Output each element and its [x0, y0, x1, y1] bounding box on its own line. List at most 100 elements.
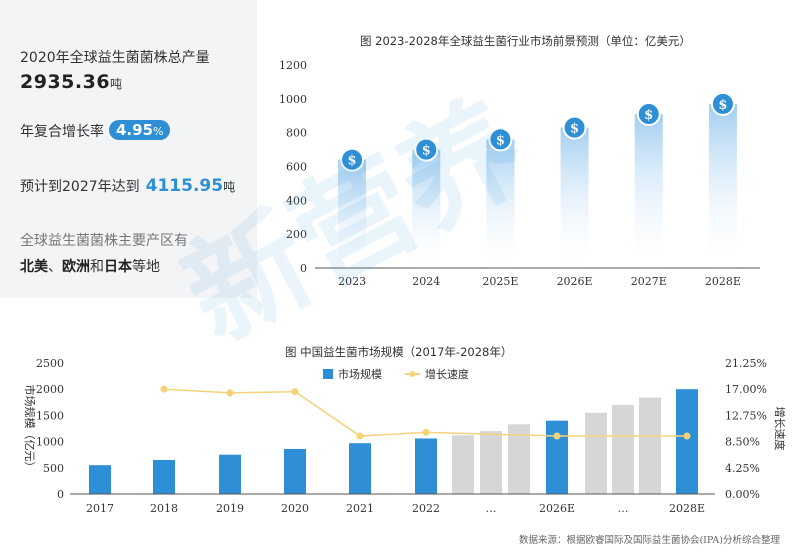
- chart2-ytick-label: 1500: [36, 409, 64, 422]
- chart2-y2tick-label: 4.25%: [725, 462, 760, 475]
- chart1-ytick-label: 600: [286, 161, 307, 174]
- chart1-xtick-label: 2025E: [482, 275, 518, 288]
- chart1-ytick-label: 0: [300, 262, 307, 275]
- dollar-sign-glyph: $: [496, 133, 505, 148]
- chart2-y2tick-label: 21.25%: [725, 357, 767, 370]
- chart2-bar: [153, 459, 175, 494]
- total-output-unit: 吨: [110, 77, 123, 91]
- regions-label: 全球益生菌菌株主要产区有: [20, 233, 188, 249]
- legend-market-size-label: 市场规模: [338, 367, 382, 381]
- chart2-growth-point: [291, 388, 299, 396]
- chart1-title: 图 2023-2028年全球益生菌行业市场前景预测（单位：亿美元）: [360, 34, 691, 48]
- region-and: 和: [90, 259, 104, 275]
- chart1-bar: [560, 127, 589, 268]
- stats-panel: 2020年全球益生菌菌株总产量 2935.36吨 年复合增长率 4.95% 预计到…: [0, 0, 257, 298]
- chart1-xtick-label: 2023: [338, 275, 366, 288]
- chart1-xtick-label: 2024: [412, 275, 440, 288]
- chart2-growth-point: [160, 385, 168, 393]
- chart2-xtick-label: 2018: [150, 502, 178, 515]
- legend-market-size-swatch: [323, 369, 333, 379]
- legend-growth-marker: [409, 371, 416, 377]
- chart1-ytick-label: 200: [286, 228, 307, 241]
- dollar-coin-icon: [562, 115, 587, 140]
- chart2-bar: [349, 443, 371, 494]
- cagr-unit: %: [153, 125, 164, 138]
- data-source: 数据来源：根据欧睿国际及国际益生菌协会(IPA)分析综合整理: [518, 535, 780, 546]
- chart2-ylabel: 市场规模（亿元）: [23, 385, 37, 473]
- chart2-xtick-label: 2017: [86, 502, 114, 515]
- chart2-china-market: 0 500 1000 1500 2000 2500 0.00% 4.25% 8.50% 12.75…: [23, 357, 787, 515]
- forecast-row: 预计到2027年达到 4115.95吨: [20, 176, 235, 196]
- chart2-growth-point: [683, 432, 691, 440]
- cagr-label: 年复合增长率: [20, 124, 104, 140]
- dollar-coin-icon: [710, 91, 735, 116]
- dollar-coin-icon: [636, 102, 661, 127]
- chart2-ytick-label: 2000: [36, 383, 64, 396]
- chart2-xtick-label: 2020: [281, 502, 309, 515]
- region-europe: 欧洲: [62, 259, 90, 275]
- dollar-coin-icon: [340, 147, 365, 172]
- chart2-growth-point: [226, 389, 234, 397]
- chart2-ytick-label: 500: [43, 462, 64, 475]
- chart1-ytick-label: 400: [286, 194, 307, 207]
- dollar-coin-icon: [488, 127, 513, 152]
- chart1-ytick-label: 1000: [279, 93, 307, 106]
- chart1-ytick-label: 800: [286, 127, 307, 140]
- chart1-global-forecast: 0 200 400 600 800 1000 1200 $2023 $2024 $2025E $20…: [279, 59, 760, 288]
- forecast-unit: 吨: [223, 180, 236, 194]
- chart2-xtick-label: 2022: [412, 502, 440, 515]
- cagr-row: 年复合增长率 4.95%: [20, 120, 171, 141]
- dollar-sign-glyph: $: [570, 122, 579, 137]
- chart2-bar: [89, 465, 111, 494]
- total-output-value-row: 2935.36吨: [20, 71, 122, 93]
- dollar-sign-glyph: $: [718, 98, 727, 113]
- chart2-bar-estimated: [452, 435, 474, 494]
- chart2-bar-estimated: [639, 397, 661, 494]
- region-north-america: 北美: [20, 259, 48, 275]
- forecast-label: 预计到2027年达到: [20, 179, 140, 195]
- total-output-value: 2935.36: [20, 71, 111, 93]
- dollar-sign-glyph: $: [422, 144, 431, 159]
- chart1-bar: [486, 139, 515, 268]
- chart2-y2tick-label: 12.75%: [725, 409, 767, 422]
- dollar-sign-glyph: $: [644, 108, 653, 123]
- regions-row: 北美、欧洲和日本等地: [20, 256, 160, 276]
- chart2-growth-point: [356, 432, 364, 440]
- chart2-xtick-label: 2028E: [669, 502, 705, 515]
- chart2-bar-estimated: [480, 431, 502, 494]
- chart2-growth-point: [422, 428, 430, 436]
- chart2-title: 图 中国益生菌市场规模（2017年-2028年）: [285, 345, 513, 359]
- chart1-ytick-label: 1200: [279, 59, 307, 72]
- chart1-bar: [338, 159, 367, 268]
- chart2-xtick-label: 2021: [346, 502, 374, 515]
- cagr-badge: 4.95%: [109, 120, 171, 140]
- total-output-text: 2020年全球益生菌菌株总产量: [20, 50, 210, 66]
- chart1-bar: [708, 103, 737, 269]
- chart1-bar: [412, 149, 441, 268]
- region-etc: 等地: [132, 259, 160, 275]
- chart2-y2label: 增长速度: [773, 407, 787, 451]
- chart2-xtick-label: …: [486, 502, 497, 515]
- chart2-growth-point: [553, 432, 561, 440]
- region-japan: 日本: [104, 259, 132, 275]
- chart2-xtick-label: 2019: [216, 502, 244, 515]
- chart2-bar: [546, 420, 568, 494]
- chart2-ytick-label: 1000: [36, 436, 64, 449]
- regions-label-row: 全球益生菌菌株主要产区有: [20, 230, 188, 250]
- region-separator: 、: [48, 259, 62, 275]
- chart2-bar: [284, 448, 306, 494]
- chart2-xtick-label: 2026E: [539, 502, 575, 515]
- chart2-y2tick-label: 8.50%: [725, 436, 760, 449]
- dollar-sign-glyph: $: [348, 154, 357, 169]
- chart1-xtick-label: 2028E: [705, 275, 741, 288]
- forecast-value: 4115.95: [145, 176, 224, 196]
- chart2-bar: [219, 454, 241, 494]
- chart1-bar: [634, 114, 663, 268]
- dollar-coin-icon: [414, 137, 439, 162]
- legend-growth-label: 增长速度: [425, 367, 469, 381]
- chart2-bar: [676, 389, 698, 494]
- chart2-bar-estimated: [612, 404, 634, 494]
- chart2-xtick-label: …: [618, 502, 629, 515]
- chart1-xtick-label: 2027E: [631, 275, 667, 288]
- cagr-value: 4.95: [116, 121, 154, 139]
